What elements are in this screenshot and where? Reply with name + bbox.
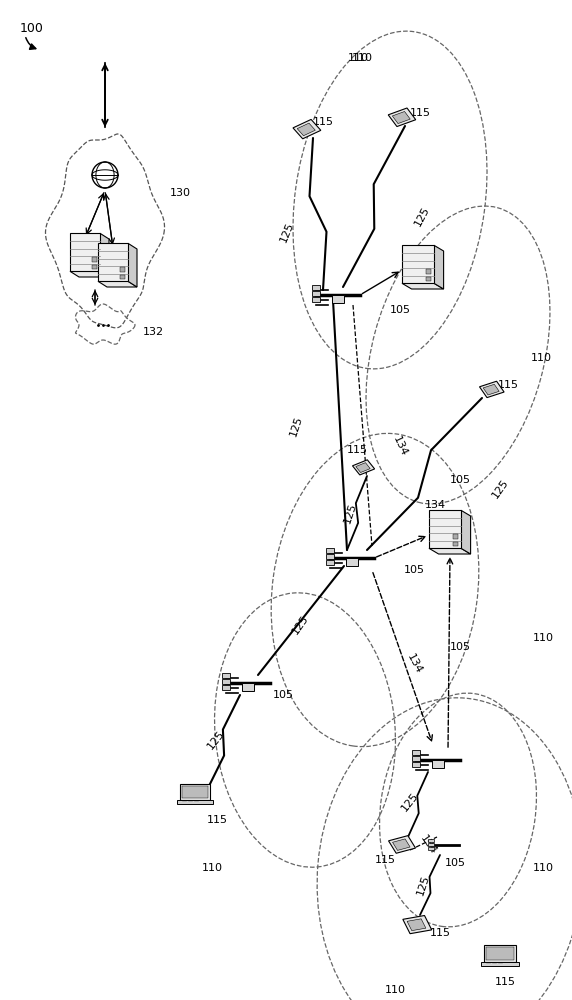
Polygon shape (392, 839, 410, 850)
Bar (412, 750, 420, 755)
Bar (180, 784, 210, 800)
Bar (346, 558, 358, 566)
Bar (412, 756, 420, 761)
Polygon shape (429, 548, 471, 554)
Text: 115: 115 (347, 445, 367, 455)
Text: 125: 125 (490, 477, 510, 501)
Polygon shape (483, 384, 499, 395)
Text: 125: 125 (288, 414, 304, 438)
Bar (428, 842, 434, 846)
Text: 115: 115 (206, 815, 228, 825)
Text: 110: 110 (531, 353, 552, 363)
Bar (98, 243, 128, 281)
Bar (486, 947, 514, 960)
Bar (242, 683, 254, 691)
Bar (426, 277, 431, 281)
Text: 110: 110 (348, 53, 368, 63)
Polygon shape (388, 836, 415, 853)
Text: 125: 125 (415, 873, 431, 897)
Polygon shape (128, 243, 137, 287)
Text: 125: 125 (205, 729, 227, 751)
Bar (222, 673, 230, 678)
Text: 125: 125 (290, 613, 310, 637)
Bar (70, 233, 100, 271)
Text: 134: 134 (418, 833, 438, 857)
Text: 125: 125 (342, 501, 358, 525)
Bar (453, 542, 458, 546)
Text: 125: 125 (412, 204, 431, 228)
Text: 115: 115 (495, 977, 515, 987)
Text: 130: 130 (170, 188, 191, 198)
Text: 115: 115 (375, 855, 395, 865)
Text: 110: 110 (352, 53, 372, 63)
Bar (484, 945, 516, 962)
Polygon shape (352, 460, 375, 475)
Bar (429, 510, 461, 548)
Bar (222, 679, 230, 684)
Text: 132: 132 (143, 327, 164, 337)
Text: 110: 110 (533, 633, 554, 643)
Bar (428, 846, 434, 850)
Text: 110: 110 (384, 985, 406, 995)
Text: 134: 134 (404, 652, 423, 676)
Polygon shape (402, 283, 444, 289)
Bar (92, 265, 97, 269)
Polygon shape (293, 119, 321, 139)
Bar (326, 554, 334, 559)
Bar (177, 800, 213, 804)
Bar (92, 257, 97, 262)
Text: 115: 115 (430, 928, 451, 938)
Polygon shape (479, 381, 504, 398)
Text: 105: 105 (450, 475, 471, 485)
Polygon shape (407, 919, 426, 931)
Bar (222, 685, 230, 690)
Bar (312, 297, 320, 302)
Text: 134: 134 (391, 434, 409, 458)
Text: 100: 100 (20, 22, 44, 35)
Bar (412, 762, 420, 767)
Text: 105: 105 (404, 565, 425, 575)
Text: 105: 105 (450, 642, 471, 652)
Bar (402, 245, 434, 283)
Polygon shape (356, 463, 370, 473)
Bar (120, 267, 125, 272)
Bar (426, 269, 431, 274)
Bar (182, 786, 208, 798)
Polygon shape (70, 271, 109, 277)
Text: 105: 105 (390, 305, 411, 315)
Polygon shape (98, 281, 137, 287)
Bar (312, 285, 320, 290)
Text: 105: 105 (272, 690, 293, 700)
Bar (481, 962, 519, 966)
Bar (428, 838, 434, 842)
Polygon shape (392, 112, 410, 124)
Text: 125: 125 (279, 220, 296, 244)
Text: 125: 125 (400, 791, 420, 813)
Bar (326, 560, 334, 565)
Polygon shape (434, 245, 444, 289)
Bar (120, 275, 125, 279)
Bar (432, 760, 444, 768)
Text: 110: 110 (201, 863, 223, 873)
Bar (332, 295, 344, 303)
Text: 105: 105 (444, 858, 466, 868)
Bar (312, 291, 320, 296)
Bar (453, 534, 458, 539)
Polygon shape (461, 510, 471, 554)
Bar (326, 548, 334, 553)
Polygon shape (100, 233, 109, 277)
Text: 134: 134 (424, 500, 446, 510)
Text: 115: 115 (410, 108, 431, 118)
Polygon shape (388, 108, 416, 127)
Polygon shape (297, 123, 315, 136)
Text: 115: 115 (498, 380, 518, 390)
Text: 115: 115 (312, 117, 333, 127)
Polygon shape (403, 916, 432, 934)
Text: 110: 110 (533, 863, 554, 873)
